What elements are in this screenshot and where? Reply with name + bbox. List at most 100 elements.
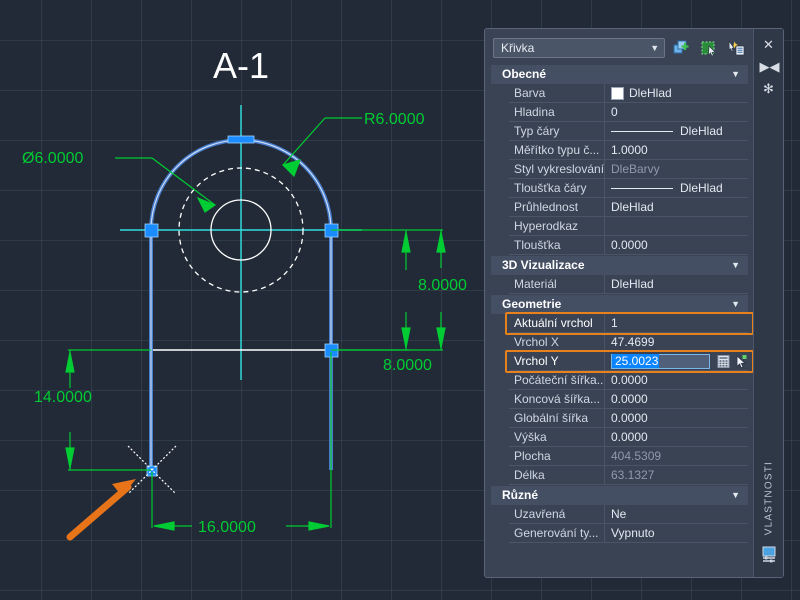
property-value-cell[interactable]: DleHlad: [605, 198, 748, 216]
property-value-cell[interactable]: Ne: [605, 505, 748, 523]
object-type-label: Křivka: [501, 41, 535, 55]
property-row[interactable]: Materiál DleHlad: [509, 275, 748, 294]
panel-menu-icon[interactable]: ✻: [763, 81, 774, 96]
property-value: Ne: [611, 507, 627, 521]
leader-diameter: [115, 157, 217, 213]
property-value-cell[interactable]: 47.4699: [605, 333, 748, 351]
property-row[interactable]: Plocha 404.5309: [509, 447, 748, 466]
grip-arc-mid: [227, 135, 255, 144]
property-label: Plocha: [509, 447, 605, 465]
property-label: Hyperodkaz: [509, 217, 605, 235]
pointer-arrow-icon: [66, 479, 136, 541]
dim-left-lines: [65, 349, 151, 471]
property-value-cell[interactable]: 0.0000: [605, 428, 748, 446]
property-label: Aktuální vrchol: [509, 314, 605, 332]
property-row[interactable]: Koncová šířka... 0.0000: [509, 390, 748, 409]
section-title: 3D Vizualizace: [502, 258, 585, 272]
property-row[interactable]: Délka 63.1327: [509, 466, 748, 485]
properties-header: Křivka ▼: [493, 37, 748, 59]
pick-point-cursor-icon[interactable]: [735, 354, 748, 368]
panel-filler: [491, 543, 748, 572]
property-row[interactable]: Tloušťka 0.0000: [509, 236, 748, 255]
property-row[interactable]: Počáteční šířka... 0.0000: [509, 371, 748, 390]
property-label: Měřítko typu č...: [509, 141, 605, 159]
property-row[interactable]: Vrchol Y 25.0023: [509, 352, 748, 371]
property-value-cell[interactable]: 0.0000: [605, 409, 748, 427]
property-row[interactable]: Typ čáry DleHlad: [509, 122, 748, 141]
property-value: DleHlad: [629, 86, 672, 100]
property-value-cell[interactable]: [605, 217, 748, 235]
section-header-obecne[interactable]: Obecné ▼: [491, 65, 748, 84]
property-value-cell[interactable]: DleHlad: [605, 122, 748, 140]
select-objects-button[interactable]: [698, 37, 721, 59]
property-value-cell[interactable]: 1: [605, 314, 748, 332]
centerlines: [120, 105, 362, 380]
label-radius: R6.0000: [364, 111, 425, 128]
label-dim-bottom: 16.0000: [198, 519, 256, 536]
highlighted-property-row[interactable]: Vrchol Y 25.0023: [505, 350, 754, 373]
property-value-cell[interactable]: 0: [605, 103, 748, 121]
property-value-cell[interactable]: 25.0023: [605, 352, 748, 370]
property-value-cell[interactable]: 63.1327: [605, 466, 748, 484]
section-rows-ruzne: Uzavřená Ne Generování ty... Vypnuto: [491, 505, 748, 543]
property-row[interactable]: Uzavřená Ne: [509, 505, 748, 524]
property-label: Uzavřená: [509, 505, 605, 523]
property-label: Tloušťka čáry: [509, 179, 605, 197]
property-value-cell[interactable]: 0.0000: [605, 390, 748, 408]
quick-select-button[interactable]: [725, 37, 748, 59]
property-row[interactable]: Vrchol X 47.4699: [509, 333, 748, 352]
properties-panel-icon[interactable]: [761, 546, 777, 569]
property-label: Generování ty...: [509, 524, 605, 542]
property-row[interactable]: Aktuální vrchol 1: [509, 314, 748, 333]
close-icon[interactable]: ✕: [763, 37, 774, 52]
property-label: Výška: [509, 428, 605, 446]
property-row[interactable]: Globální šířka 0.0000: [509, 409, 748, 428]
property-row[interactable]: Průhlednost DleHlad: [509, 198, 748, 217]
property-value: DleHlad: [680, 181, 723, 195]
property-value: 1.0000: [611, 143, 648, 157]
calculator-icon[interactable]: [717, 354, 730, 368]
palette-rail: ✕ ▶◀ ✻ VLASTNOSTI: [753, 29, 783, 577]
highlighted-property-row[interactable]: Aktuální vrchol 1: [505, 312, 754, 335]
property-row[interactable]: Tloušťka čáry DleHlad: [509, 179, 748, 198]
properties-content: Křivka ▼: [485, 29, 754, 577]
property-value-cell[interactable]: DleHlad: [605, 179, 748, 197]
property-value-cell[interactable]: Vypnuto: [605, 524, 748, 542]
chevron-down-icon: ▼: [731, 490, 740, 500]
property-value-cell[interactable]: DleBarvy: [605, 160, 748, 178]
property-row[interactable]: Styl vykreslování DleBarvy: [509, 160, 748, 179]
property-value: 0.0000: [611, 430, 648, 444]
property-value-cell[interactable]: 0.0000: [605, 371, 748, 389]
linetype-preview-icon: [611, 187, 673, 189]
property-value: 0.0000: [611, 373, 648, 387]
property-row[interactable]: Měřítko typu č... 1.0000: [509, 141, 748, 160]
property-value-cell[interactable]: 1.0000: [605, 141, 748, 159]
property-label: Délka: [509, 466, 605, 484]
chevron-down-icon: ▼: [731, 69, 740, 79]
section-rows-obecne: Barva DleHlad Hladina 0 Typ čáry DleHlad Měřít…: [491, 84, 748, 255]
property-row[interactable]: Hyperodkaz: [509, 217, 748, 236]
property-row[interactable]: Barva DleHlad: [509, 84, 748, 103]
quick-properties-button[interactable]: [670, 37, 693, 59]
property-label: Typ čáry: [509, 122, 605, 140]
label-dim-right-upper: 8.0000: [418, 277, 467, 294]
property-row[interactable]: Výška 0.0000: [509, 428, 748, 447]
property-value: DleBarvy: [611, 162, 660, 176]
property-value-cell[interactable]: DleHlad: [605, 275, 748, 293]
property-sections: Obecné ▼ Barva DleHlad Hladina 0 Typ čáry DleHl…: [491, 64, 754, 543]
property-value: Vypnuto: [611, 526, 655, 540]
vertex-y-input[interactable]: 25.0023: [611, 353, 710, 369]
linetype-preview-icon: [611, 130, 673, 132]
property-row[interactable]: Hladina 0: [509, 103, 748, 122]
object-type-dropdown[interactable]: Křivka ▼: [493, 38, 666, 58]
property-value-cell[interactable]: 404.5309: [605, 447, 748, 465]
property-value-cell[interactable]: DleHlad: [605, 84, 748, 102]
autohide-icon[interactable]: ▶◀: [759, 59, 780, 74]
section-header-3d-vizualizace[interactable]: 3D Vizualizace ▼: [491, 256, 748, 275]
dim-bottom-lines: [151, 352, 332, 531]
property-row[interactable]: Generování ty... Vypnuto: [509, 524, 748, 543]
section-header-geometrie[interactable]: Geometrie ▼: [491, 295, 748, 314]
property-value-cell[interactable]: 0.0000: [605, 236, 748, 254]
section-header-ruzne[interactable]: Různé ▼: [491, 486, 748, 505]
